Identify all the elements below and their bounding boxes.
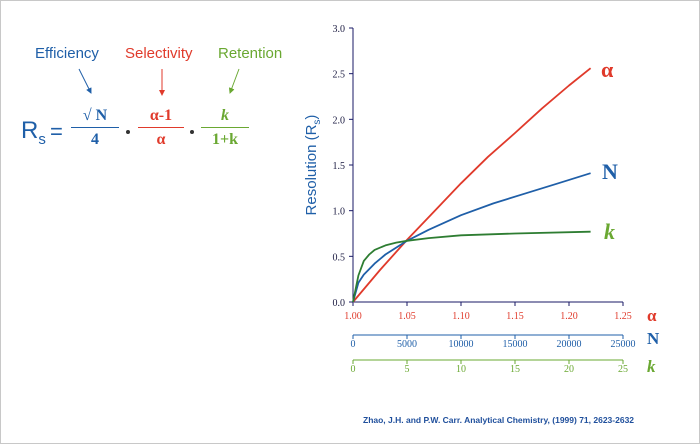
x-tick-label: 10000 (449, 339, 474, 350)
efficiency-term: √ N 4 (71, 107, 119, 149)
x-tick-label: 1.00 (344, 311, 362, 322)
efficiency-arrow (78, 68, 92, 94)
multiply-dot-1 (126, 130, 130, 134)
y-tick-label: 2.5 (333, 70, 346, 81)
x-tick-label: 1.10 (452, 311, 470, 322)
series-label: α (601, 57, 614, 82)
x-tick-label: 0 (351, 364, 356, 375)
equals-sign: = (50, 119, 63, 144)
y-tick-label: 0.0 (333, 298, 346, 309)
retention-term-denominator: 1+k (211, 131, 238, 148)
retention-label: Retention (218, 45, 283, 62)
equation-arrows (78, 68, 240, 96)
selectivity-label: Selectivity (125, 45, 193, 62)
y-tick-label: 3.0 (333, 24, 346, 35)
x-axis-symbol: α (647, 306, 657, 325)
series-label: N (602, 159, 618, 184)
x-tick-label: 25000 (611, 339, 636, 350)
x-tick-label: 1.25 (614, 311, 632, 322)
series-line-1 (352, 172, 591, 303)
x-tick-label: 20 (564, 364, 574, 375)
x-tick-label: 1.20 (560, 311, 578, 322)
efficiency-label: Efficiency (35, 45, 99, 62)
x-tick-label: 25 (618, 364, 628, 375)
selectivity-term: α-1 α (138, 107, 184, 149)
citation: Zhao, J.H. and P.W. Carr. Analytical Che… (363, 415, 635, 425)
y-tick-label: 2.0 (333, 115, 346, 126)
retention-term: k 1+k (201, 107, 249, 149)
multiply-dot-2 (190, 130, 194, 134)
y-tick-label: 1.5 (333, 161, 346, 172)
retention-arrow (228, 68, 240, 94)
x-axis-symbol: N (647, 329, 660, 348)
y-axis-label: Resolution (Rs) (303, 115, 323, 216)
x-tick-label: 15 (510, 364, 520, 375)
series-line-0 (352, 67, 592, 303)
x-tick-label: 20000 (557, 339, 582, 350)
x-tick-label: 1.15 (506, 311, 524, 322)
series-line-2 (352, 230, 591, 303)
x-tick-label: 5000 (397, 339, 417, 350)
x-tick-label: 1.05 (398, 311, 416, 322)
x-tick-label: 10 (456, 364, 466, 375)
x-axis-symbol: k (647, 357, 656, 376)
y-tick-label: 1.0 (333, 207, 346, 218)
x-tick-label: 5 (405, 364, 410, 375)
rs-symbol: Rs (21, 117, 46, 148)
x-tick-label: 15000 (503, 339, 528, 350)
x-tick-label: 0 (351, 339, 356, 350)
series-label: k (604, 219, 615, 244)
y-tick-label: 0.5 (333, 252, 346, 263)
